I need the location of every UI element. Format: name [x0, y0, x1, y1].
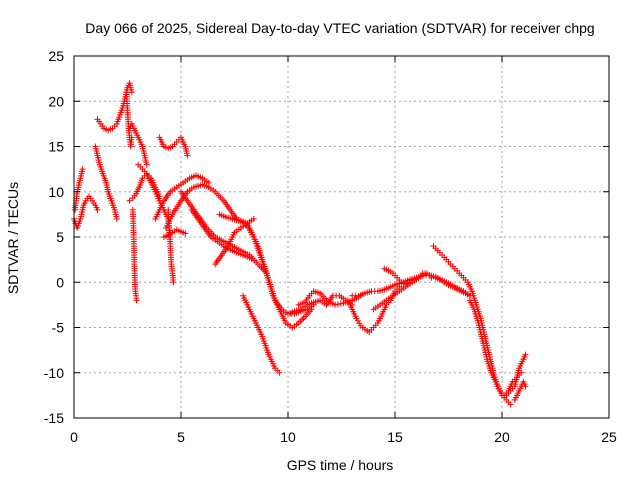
series-s3 [92, 143, 120, 222]
series-s20 [240, 292, 283, 376]
series-markers [216, 211, 317, 317]
series-markers [129, 206, 140, 304]
series-s12 [160, 226, 189, 240]
axis-ticks: 0 5 10 15 20 25 -15 -10 -5 0 5 10 15 20 25 [44, 48, 617, 445]
series-s24 [349, 272, 473, 299]
x-tick-label: 25 [601, 429, 617, 445]
y-tick-label: -15 [44, 410, 64, 426]
x-tick-label: 15 [387, 429, 403, 445]
y-tick-label: 25 [48, 48, 64, 64]
series-s28 [466, 297, 525, 399]
series-markers [240, 292, 283, 376]
grid-lines [74, 56, 609, 418]
series-markers [511, 378, 529, 403]
data-series [71, 80, 529, 408]
y-tick-label: 20 [48, 93, 64, 109]
y-tick-label: 15 [48, 139, 64, 155]
series-markers [344, 283, 403, 335]
x-axis-label: GPS time / hours [287, 457, 394, 473]
y-axis-label: SDTVAR / TECUs [5, 182, 21, 294]
series-s13 [152, 172, 212, 222]
y-tick-label: 10 [48, 184, 64, 200]
x-tick-label: 10 [280, 429, 296, 445]
series-s23 [344, 283, 403, 335]
y-tick-label: 0 [56, 274, 64, 290]
series-markers [126, 120, 150, 168]
series-markers [349, 272, 473, 299]
chart-title: Day 066 of 2025, Sidereal Day-to-day VTE… [85, 20, 594, 36]
series-markers [466, 297, 525, 399]
series-s29 [503, 351, 529, 399]
series-s6 [126, 120, 150, 168]
series-s27 [430, 243, 514, 408]
x-tick-label: 0 [70, 429, 78, 445]
series-s30 [511, 378, 529, 403]
series-markers [231, 215, 315, 331]
series-markers [156, 134, 191, 159]
series-markers [92, 143, 120, 222]
series-markers [503, 351, 529, 399]
series-markers [152, 172, 212, 222]
series-s10 [156, 134, 191, 159]
series-s26 [381, 265, 473, 299]
series-s17 [212, 215, 257, 268]
series-s18 [216, 211, 317, 317]
series-markers [212, 215, 257, 268]
x-tick-label: 20 [494, 429, 510, 445]
series-markers [163, 181, 249, 231]
y-tick-label: -5 [52, 320, 65, 336]
y-tick-label: 5 [56, 229, 64, 245]
x-tick-label: 5 [177, 429, 185, 445]
series-markers [430, 243, 514, 408]
series-s8 [129, 206, 140, 304]
y-tick-label: -10 [44, 365, 64, 381]
series-markers [160, 226, 189, 240]
series-s19 [231, 215, 315, 331]
series-s14 [163, 181, 249, 231]
series-markers [381, 265, 473, 299]
